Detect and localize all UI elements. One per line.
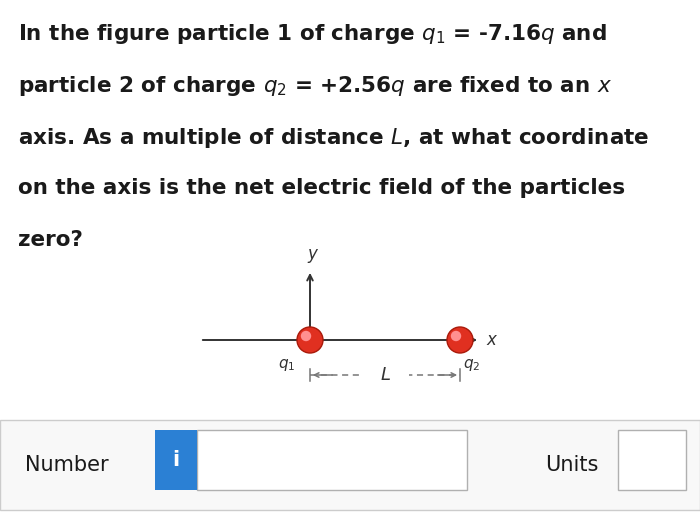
Circle shape	[451, 331, 461, 341]
Text: particle 2 of charge $q_2$ = +2.56$q$ are fixed to an $x$: particle 2 of charge $q_2$ = +2.56$q$ ar…	[18, 74, 612, 98]
Text: x: x	[486, 331, 496, 349]
Bar	[155, 430, 197, 490]
Text: Number: Number	[25, 455, 108, 475]
Bar	[618, 430, 686, 490]
Bar	[197, 430, 467, 490]
Circle shape	[301, 331, 312, 341]
Text: In the figure particle 1 of charge $q_1$ = -7.16$q$ and: In the figure particle 1 of charge $q_1$…	[18, 22, 607, 46]
Text: axis. As a multiple of distance $L$, at what coordinate: axis. As a multiple of distance $L$, at …	[18, 126, 650, 150]
Text: $q_1$: $q_1$	[278, 357, 295, 373]
Text: $L$: $L$	[379, 366, 391, 384]
Bar	[0, 420, 700, 510]
Text: y: y	[307, 245, 317, 263]
Circle shape	[447, 327, 473, 353]
Circle shape	[297, 327, 323, 353]
Text: zero?: zero?	[18, 230, 83, 250]
Text: i: i	[172, 450, 180, 470]
Text: on the axis is the net electric field of the particles: on the axis is the net electric field of…	[18, 178, 625, 198]
Text: Units: Units	[545, 455, 598, 475]
Text: $q_2$: $q_2$	[463, 357, 480, 373]
